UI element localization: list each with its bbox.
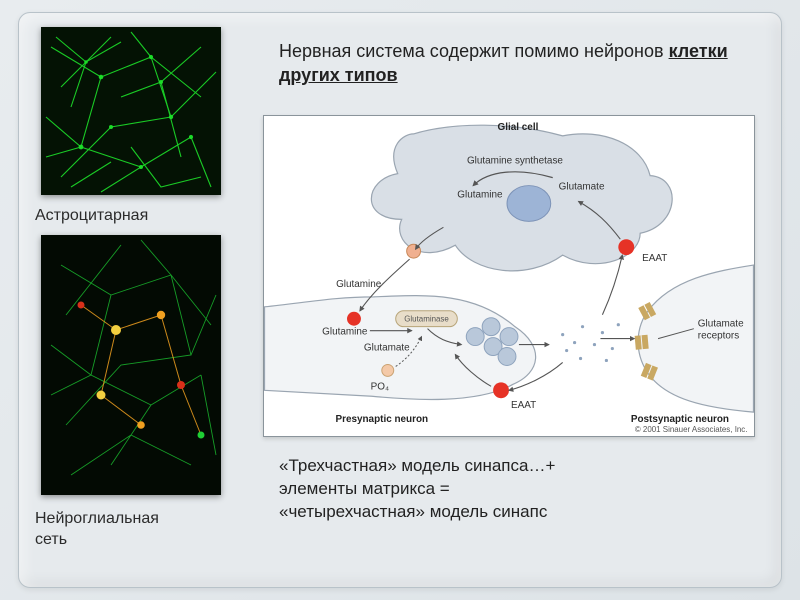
slide-heading: Нервная система содержит помимо нейронов…: [279, 39, 753, 88]
label-po4: PO₄: [371, 381, 389, 392]
label-glial-cell: Glial cell: [498, 122, 539, 133]
image-astrocyte-network: [41, 27, 221, 195]
eaat-dot-glia: [618, 239, 634, 255]
label-glutamate-presyn: Glutamate: [364, 343, 410, 354]
eaat-dot-presyn: [493, 382, 509, 398]
label-eaat-glia: EAAT: [642, 253, 667, 264]
label-glutamine-in-glia: Glutamine: [457, 189, 503, 200]
astrocyte-network-svg: [41, 27, 221, 195]
label-postsynaptic: Postsynaptic neuron: [631, 414, 729, 425]
label-receptors-2: receptors: [698, 331, 739, 342]
caption-neuroglial-line1: Нейроглиальная: [35, 510, 159, 527]
footnote-line2: элементы матрикса =: [279, 479, 450, 498]
arrow-to-glia-eaat: [602, 255, 622, 315]
glial-nucleus: [507, 186, 551, 222]
glutamine-transport-presyn: [347, 312, 361, 326]
caption-astrocyte: Астроцитарная: [35, 207, 148, 225]
label-eaat-presyn: EAAT: [511, 400, 536, 411]
label-glutaminase: Glutaminase: [404, 315, 449, 324]
label-glutamine-ext: Glutamine: [336, 279, 382, 290]
caption-neuroglial-line2: сеть: [35, 531, 67, 548]
released-glutamate-dots: [561, 323, 620, 362]
image-neuroglial-network: [41, 235, 221, 495]
heading-prefix: Нервная система содержит помимо нейронов: [279, 41, 669, 61]
po4-dot: [382, 364, 394, 376]
slide-frame: Астроцитарная Нейроглиальная сеть: [18, 12, 782, 588]
tripartite-synapse-diagram: Glial cell Glutamine synthetase Glutamin…: [263, 115, 755, 437]
footnote-line1: «Трехчастная» модель синапса…+: [279, 456, 555, 475]
label-receptors-1: Glutamate: [698, 319, 744, 330]
footnote-line3: «четырехчастная» модель синапс: [279, 502, 547, 521]
diagram-svg: Glial cell Glutamine synthetase Glutamin…: [264, 116, 754, 436]
label-glutamine-presyn: Glutamine: [322, 327, 368, 338]
label-glutamine-synthetase: Glutamine synthetase: [467, 156, 563, 167]
label-glutamate-in-glia: Glutamate: [559, 182, 605, 193]
slide-footnote: «Трехчастная» модель синапса…+ элементы …: [279, 455, 753, 524]
caption-neuroglial: Нейроглиальная сеть: [35, 509, 159, 551]
diagram-copyright: © 2001 Sinauer Associates, Inc.: [635, 425, 748, 434]
neuroglial-network-svg: [41, 235, 221, 495]
label-presynaptic: Presynaptic neuron: [335, 414, 428, 425]
